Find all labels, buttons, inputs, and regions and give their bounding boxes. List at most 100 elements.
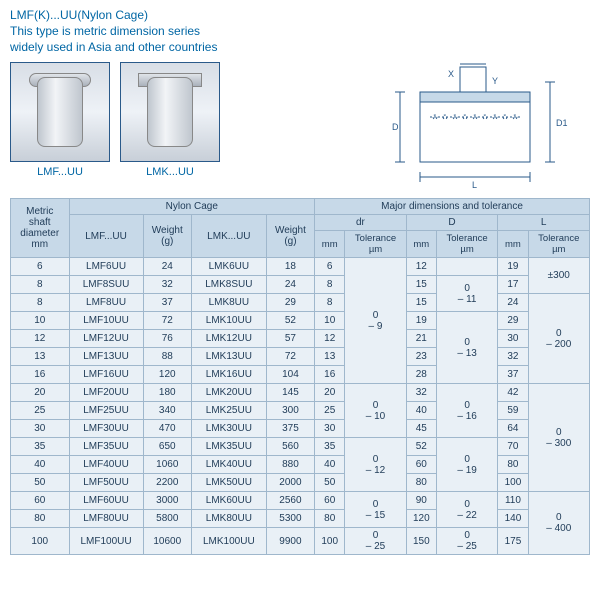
col-wg2: Weight (g) <box>266 215 314 258</box>
cell: 16 <box>315 366 345 384</box>
col-D-tol: Tolerance µm <box>436 231 497 258</box>
cell: 5800 <box>143 510 191 528</box>
col-wg1: Weight (g) <box>143 215 191 258</box>
cell: 12 <box>406 258 436 276</box>
cell: LMK10UU <box>191 312 266 330</box>
col-dr-tol: Tolerance µm <box>345 231 406 258</box>
label-L: L <box>472 180 477 190</box>
cell: 32 <box>143 276 191 294</box>
cell: LMK60UU <box>191 492 266 510</box>
cell: 10600 <box>143 528 191 555</box>
cell: 6 <box>315 258 345 276</box>
cell: LMK16UU <box>191 366 266 384</box>
cell: 64 <box>498 420 528 438</box>
cell: 52 <box>266 312 314 330</box>
cell: 470 <box>143 420 191 438</box>
cell: 19 <box>498 258 528 276</box>
cell: 0 – 9 <box>345 258 406 384</box>
cell: 0 – 200 <box>528 294 589 384</box>
cell: 0 – 11 <box>436 276 497 312</box>
photo-lmk <box>120 62 220 162</box>
cell: 5300 <box>266 510 314 528</box>
col-L: L <box>498 215 590 231</box>
cell: LMF80UU <box>69 510 143 528</box>
cell: 35 <box>11 438 70 456</box>
cell: LMK50UU <box>191 474 266 492</box>
cell: 2000 <box>266 474 314 492</box>
cell: 20 <box>11 384 70 402</box>
cell: LMF30UU <box>69 420 143 438</box>
cell: 0 – 19 <box>436 438 497 492</box>
photo-lmf <box>10 62 110 162</box>
cell: 50 <box>11 474 70 492</box>
cell: LMK6UU <box>191 258 266 276</box>
header-line2: This type is metric dimension series <box>10 24 590 38</box>
cell: 59 <box>498 402 528 420</box>
cell: LMK13UU <box>191 348 266 366</box>
cell: 72 <box>266 348 314 366</box>
label-y: Y <box>492 76 498 86</box>
col-nylon: Nylon Cage <box>69 199 315 215</box>
col-lmk: LMK...UU <box>191 215 266 258</box>
cell: 880 <box>266 456 314 474</box>
cell: 104 <box>266 366 314 384</box>
cell: 120 <box>143 366 191 384</box>
cell: LMF6UU <box>69 258 143 276</box>
label-D1: D1 <box>556 118 568 128</box>
col-L-mm: mm <box>498 231 528 258</box>
col-L-tol: Tolerance µm <box>528 231 589 258</box>
cell: 21 <box>406 330 436 348</box>
cell: 0 – 22 <box>436 492 497 528</box>
cell: 2560 <box>266 492 314 510</box>
col-D-mm: mm <box>406 231 436 258</box>
top-row: LMF...UU LMK...UU <box>10 62 590 192</box>
cell <box>436 258 497 276</box>
cell: 100 <box>315 528 345 555</box>
cell: 16 <box>11 366 70 384</box>
cell: 175 <box>498 528 528 555</box>
cell: 100 <box>11 528 70 555</box>
cell: LMK100UU <box>191 528 266 555</box>
header-line1: LMF(K)...UU(Nylon Cage) <box>10 8 590 22</box>
cell: 30 <box>11 420 70 438</box>
cell: LMF50UU <box>69 474 143 492</box>
header-line3: widely used in Asia and other countries <box>10 40 590 54</box>
cell: 0 – 25 <box>436 528 497 555</box>
dimension-diagram: Z X Y D D1 L <box>360 62 590 192</box>
cell: LMK25UU <box>191 402 266 420</box>
cell: 23 <box>406 348 436 366</box>
cell: 40 <box>315 456 345 474</box>
cell: 0 – 13 <box>436 312 497 384</box>
cell: 375 <box>266 420 314 438</box>
cell: 0 – 400 <box>528 492 589 555</box>
cell: 30 <box>498 330 528 348</box>
caption-lmf: LMF...UU <box>10 166 110 178</box>
cell: 13 <box>315 348 345 366</box>
cell: 3000 <box>143 492 191 510</box>
cell: 29 <box>266 294 314 312</box>
cell: 110 <box>498 492 528 510</box>
cell: 8 <box>315 294 345 312</box>
cell: 76 <box>143 330 191 348</box>
cell: 15 <box>406 276 436 294</box>
col-D: D <box>406 215 498 231</box>
cell: 40 <box>406 402 436 420</box>
cell: 45 <box>406 420 436 438</box>
cell: 8 <box>11 276 70 294</box>
cell: 29 <box>498 312 528 330</box>
cell: 0 – 12 <box>345 438 406 492</box>
cell: 52 <box>406 438 436 456</box>
cell: LMF12UU <box>69 330 143 348</box>
cell: LMK8UU <box>191 294 266 312</box>
cell: 25 <box>11 402 70 420</box>
cell: 25 <box>315 402 345 420</box>
cell: 8 <box>315 276 345 294</box>
cell: LMF25UU <box>69 402 143 420</box>
cell: 650 <box>143 438 191 456</box>
cell: 2200 <box>143 474 191 492</box>
col-lmf: LMF...UU <box>69 215 143 258</box>
cell: 24 <box>143 258 191 276</box>
cell: 57 <box>266 330 314 348</box>
label-x: X <box>448 69 454 79</box>
caption-lmk: LMK...UU <box>120 166 220 178</box>
